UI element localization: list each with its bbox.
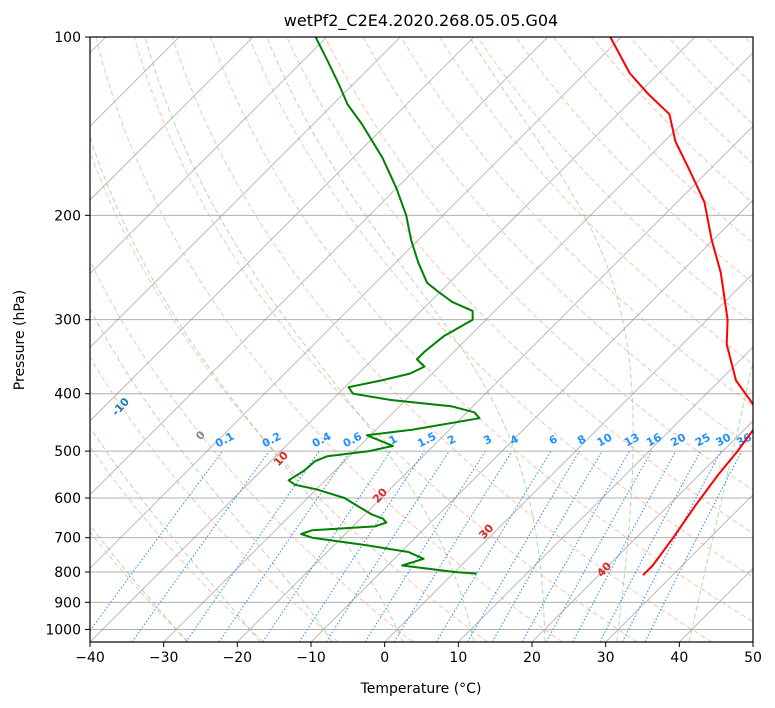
mixing-ratio-line bbox=[131, 450, 270, 642]
mixing-ratio-line bbox=[218, 450, 351, 642]
y-tick-label: 500 bbox=[54, 444, 81, 460]
isotherm-line bbox=[90, 37, 548, 496]
x-tick-label: 30 bbox=[597, 650, 615, 666]
chart-title: wetPf2_C2E4.2020.268.05.05.G04 bbox=[284, 11, 558, 31]
y-tick-label: 200 bbox=[54, 208, 81, 224]
plot-area: 0.10.20.40.611.52346810131620253036-100-… bbox=[90, 37, 753, 642]
sounding-profiles bbox=[287, 37, 753, 576]
dry-adiabat-line bbox=[210, 37, 753, 623]
isotherm-line bbox=[90, 37, 401, 348]
isotherm-line bbox=[531, 420, 753, 642]
dry-adiabat-line bbox=[324, 37, 753, 491]
skewed-isotherms bbox=[90, 37, 753, 642]
x-tick-label: 0 bbox=[380, 650, 389, 666]
mixing-ratio-line bbox=[185, 450, 320, 642]
dry-adiabat-line bbox=[90, 259, 414, 642]
dry-adiabat-line bbox=[248, 37, 753, 578]
dry-adiabat-line bbox=[90, 531, 190, 642]
moist-adiabat-line bbox=[144, 37, 475, 642]
isobar-gridlines bbox=[90, 37, 753, 630]
x-tick-label: −30 bbox=[149, 650, 179, 666]
y-tick-label: 300 bbox=[54, 313, 81, 329]
mixing-ratio-line bbox=[364, 450, 486, 642]
mixing-ratio-line bbox=[262, 450, 392, 642]
dry-adiabat-line bbox=[95, 37, 563, 642]
moist-adiabat-line bbox=[688, 358, 753, 642]
dry-adiabat-line bbox=[438, 37, 753, 366]
mixing-ratio-label: 13 bbox=[622, 431, 642, 450]
mixing-ratio-line bbox=[572, 450, 677, 642]
x-tick-label: 20 bbox=[523, 650, 541, 666]
y-tick-label: 100 bbox=[54, 30, 81, 46]
mixing-ratio-line bbox=[521, 450, 630, 642]
mixing-ratio-line bbox=[545, 450, 653, 642]
moist-adiabat-line bbox=[266, 37, 546, 642]
isotherm-line bbox=[90, 37, 327, 275]
isotherm-line bbox=[458, 346, 753, 642]
isotherm-line bbox=[605, 494, 753, 642]
isotherm-line bbox=[90, 37, 696, 642]
mixing-ratio-label: 30 bbox=[714, 431, 734, 450]
mixing-ratio-line bbox=[644, 450, 743, 642]
dry-adiabat-line bbox=[90, 445, 264, 642]
y-tick-label: 400 bbox=[54, 387, 81, 403]
x-tick-label: 40 bbox=[670, 650, 688, 666]
dry-adiabat-line bbox=[90, 150, 488, 642]
isotherm-line bbox=[90, 37, 622, 569]
x-axis-ticks: −40 −30 −20 −10 0 10 20 30 40 50 bbox=[75, 642, 762, 666]
x-tick-label: −20 bbox=[223, 650, 253, 666]
y-axis-ticks: 100 200 300 400 500 600 700 800 900 1000 bbox=[45, 30, 90, 638]
mixing-ratio-label: 20 bbox=[668, 431, 688, 450]
dry-adiabat-line bbox=[171, 37, 712, 642]
x-tick-label: 50 bbox=[744, 650, 762, 666]
moist-adiabat-line bbox=[90, 308, 333, 642]
dry-adiabat-line bbox=[515, 37, 753, 284]
mixing-ratio-line bbox=[298, 450, 425, 642]
isotherm-line bbox=[90, 37, 254, 201]
x-tick-label: −10 bbox=[296, 650, 326, 666]
isotherm-line bbox=[90, 37, 475, 422]
dry-adiabat-line bbox=[133, 37, 638, 642]
dry-adiabats bbox=[90, 37, 753, 642]
dry-adiabat-line bbox=[90, 356, 339, 642]
dry-adiabat-line bbox=[400, 37, 753, 407]
isotherm-line bbox=[163, 52, 753, 642]
y-tick-label: 600 bbox=[54, 491, 81, 507]
mixing-ratio-label: 25 bbox=[693, 431, 713, 450]
mixing-ratio-line bbox=[435, 450, 552, 642]
moist-adiabat-line bbox=[469, 37, 634, 642]
moist-adiabat-line bbox=[90, 426, 261, 642]
mixing-ratio-lines bbox=[90, 450, 743, 642]
y-tick-label: 800 bbox=[54, 565, 81, 581]
x-tick-label: −40 bbox=[75, 650, 105, 666]
y-tick-label: 1000 bbox=[45, 622, 81, 638]
isotherm-line bbox=[384, 273, 753, 642]
temperature-profile-line bbox=[609, 37, 753, 576]
x-tick-label: 10 bbox=[449, 650, 467, 666]
mixing-ratio-line bbox=[325, 450, 450, 642]
x-axis-label: Temperature (°C) bbox=[360, 681, 482, 697]
y-tick-label: 900 bbox=[54, 595, 81, 611]
y-tick-label: 700 bbox=[54, 531, 81, 547]
y-axis-label: Pressure (hPa) bbox=[12, 290, 28, 390]
mixing-ratio-label: 10 bbox=[595, 431, 615, 450]
mixing-ratio-line bbox=[90, 450, 223, 632]
mixing-ratio-label: 16 bbox=[644, 431, 664, 450]
mixing-ratio-line bbox=[621, 450, 722, 642]
mixing-ratio-line bbox=[599, 450, 701, 642]
plot-frame bbox=[89, 36, 754, 643]
mixing-ratio-line bbox=[393, 450, 513, 642]
dewpoint-profile-line bbox=[287, 37, 481, 575]
